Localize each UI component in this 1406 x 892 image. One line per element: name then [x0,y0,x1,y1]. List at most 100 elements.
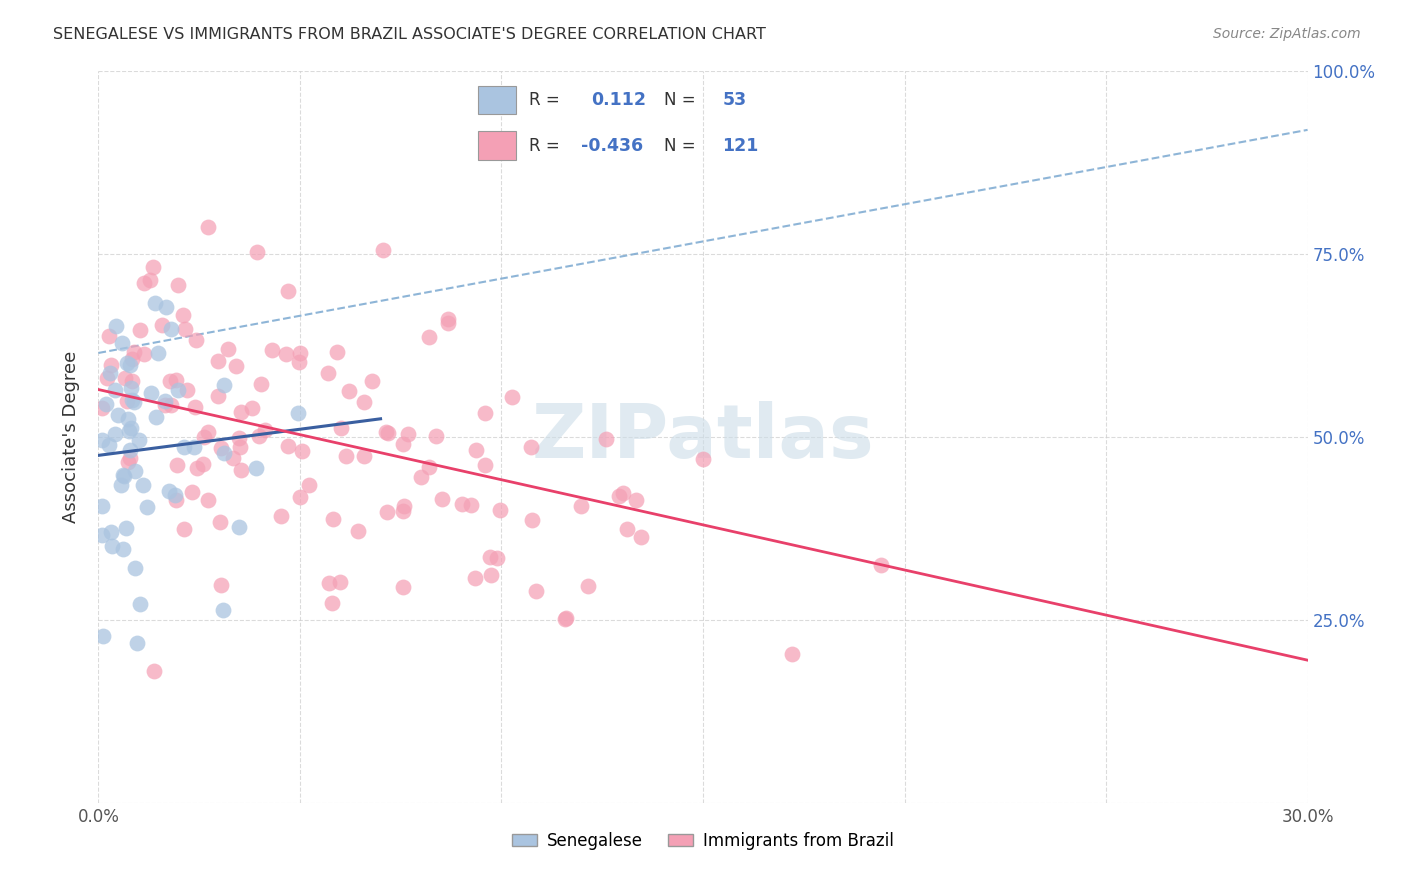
Point [418,330,440,344]
Point [110,478,132,492]
Point [298,477,321,491]
Point [100,358,122,372]
Point [291,444,314,458]
Point [479,550,502,565]
Point [111,335,134,350]
Point [143,296,166,310]
Point [361,374,384,388]
Point [254,423,277,437]
Point [337,384,360,398]
Point [97,438,120,452]
Point [127,636,149,650]
Point [121,374,143,388]
Point [228,431,250,445]
FancyBboxPatch shape [478,131,516,160]
Point [117,393,139,408]
Point [318,366,340,380]
Point [222,450,245,465]
Point [165,493,187,508]
Point [522,513,544,527]
FancyBboxPatch shape [478,86,516,114]
Point [207,354,229,368]
Point [335,449,357,463]
Point [450,497,472,511]
Point [231,405,253,419]
Point [146,346,169,360]
Point [91,401,114,415]
Point [101,539,124,553]
Point [91,499,114,513]
Point [167,278,190,293]
Point [173,522,195,536]
Point [288,490,311,504]
Point [117,455,139,469]
Point [229,463,252,477]
Point [128,323,150,337]
Text: N =: N = [664,91,700,109]
Point [128,434,150,448]
Point [240,401,263,416]
Point [328,575,350,590]
Point [91,527,114,541]
Point [91,629,114,643]
Point [193,430,215,444]
Point [173,440,195,454]
Point [485,550,508,565]
Point [576,579,599,593]
Point [176,384,198,398]
Point [375,425,398,439]
Point [569,500,592,514]
Point [277,284,299,298]
Point [160,398,183,412]
Point [153,393,176,408]
Point [142,260,165,274]
Point [464,571,486,585]
Point [229,440,252,454]
Point [104,383,127,397]
Point [318,576,340,591]
Point [114,371,136,385]
Point [197,220,219,235]
Point [96,371,118,385]
Point [501,390,523,404]
Point [132,478,155,492]
Point [118,358,141,372]
Text: R =: R = [530,136,565,154]
Point [100,524,122,539]
Point [782,648,804,662]
Point [612,486,634,500]
Point [524,583,547,598]
Point [129,597,152,611]
Point [228,520,250,534]
Point [121,393,143,408]
Point [460,498,482,512]
Point [118,442,141,457]
Point [166,384,188,398]
Point [197,425,219,439]
Point [630,530,652,544]
Point [153,399,176,413]
Point [174,322,197,336]
Text: N =: N = [664,136,700,154]
Point [212,378,235,392]
Point [157,483,180,498]
Point [115,355,138,369]
Point [186,461,208,475]
Point [122,394,145,409]
Point [209,441,232,455]
Point [124,561,146,575]
Point [270,508,292,523]
Point [260,343,283,357]
Point [166,458,188,472]
Point [489,503,512,517]
Point [211,603,233,617]
Point [321,596,343,610]
Legend: Senegalese, Immigrants from Brazil: Senegalese, Immigrants from Brazil [505,825,901,856]
Point [139,273,162,287]
Point [165,373,187,387]
Point [250,377,273,392]
Point [159,375,181,389]
Text: 53: 53 [723,91,747,109]
Point [479,567,502,582]
Point [396,426,419,441]
